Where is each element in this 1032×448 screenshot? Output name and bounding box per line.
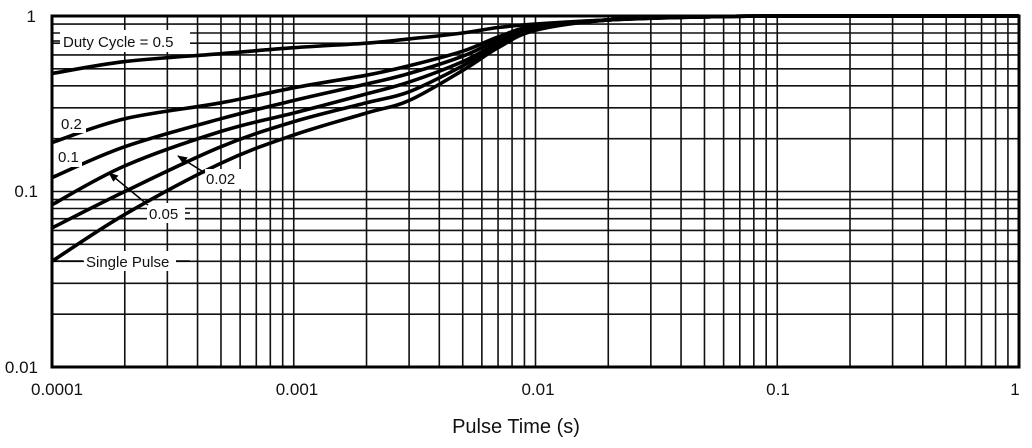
y-tick-0.01: 0.01 xyxy=(5,358,38,377)
x-tick-1: 1 xyxy=(1010,380,1019,399)
label-duty-0.1: 0.1 xyxy=(58,149,79,166)
label-bg xyxy=(84,251,176,271)
arrow-0.02 xyxy=(177,155,206,174)
label-bg xyxy=(60,30,190,52)
label-bg xyxy=(147,203,185,223)
arrow-0.05 xyxy=(108,172,149,206)
y-tick-0.1: 0.1 xyxy=(14,182,38,201)
x-tick-0.0001: 0.0001 xyxy=(31,380,83,399)
label-bg xyxy=(56,147,82,167)
y-tick-1: 1 xyxy=(27,7,36,26)
label-duty-0.02: 0.02 xyxy=(206,171,235,188)
plot-frame xyxy=(50,14,1021,369)
label-bg xyxy=(58,113,86,133)
label-single-pulse: Single Pulse xyxy=(86,254,169,271)
x-tick-0.01: 0.01 xyxy=(521,380,554,399)
x-axis-label: Pulse Time (s) xyxy=(452,416,580,438)
grid-lines xyxy=(52,16,1019,367)
label-bg xyxy=(205,169,241,189)
label-duty-0.05: 0.05 xyxy=(149,206,178,223)
x-tick-0.1: 0.1 xyxy=(766,380,790,399)
label-duty-0.5: Duty Cycle = 0.5 xyxy=(63,34,173,51)
x-tick-0.001: 0.001 xyxy=(276,380,319,399)
label-duty-0.2: 0.2 xyxy=(61,116,82,133)
